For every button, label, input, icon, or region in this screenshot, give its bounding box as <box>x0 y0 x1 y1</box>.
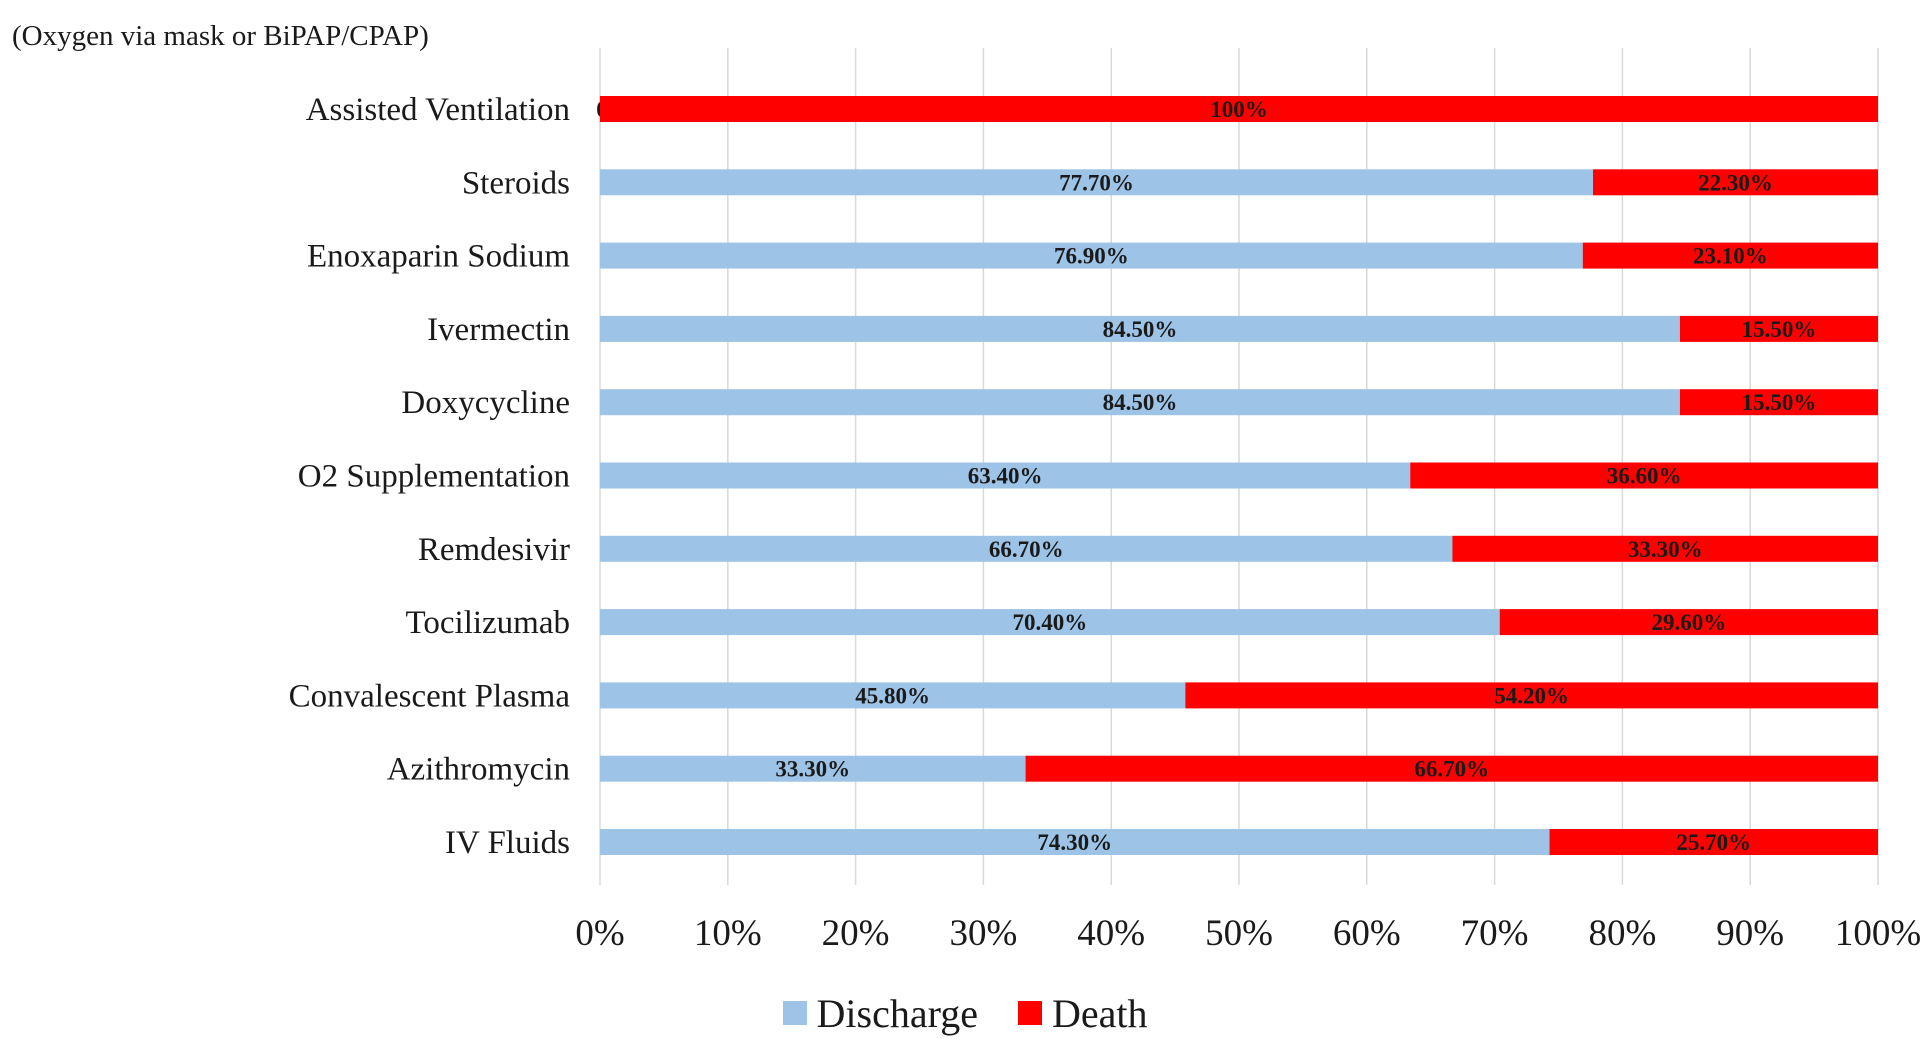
legend-swatch-discharge <box>782 1001 807 1025</box>
x-tick-label: 30% <box>949 913 1017 954</box>
data-label-discharge-ivermectin: 84.50% <box>1103 317 1178 342</box>
data-label-discharge-enoxaparin-sodium: 76.90% <box>1054 244 1129 269</box>
data-label-discharge-steroids: 77.70% <box>1059 170 1134 195</box>
x-tick-label: 60% <box>1333 913 1401 954</box>
data-label-death-steroids: 22.30% <box>1698 170 1773 195</box>
x-tick-label: 70% <box>1461 913 1529 954</box>
data-label-discharge-convalescent-plasma: 45.80% <box>855 683 930 708</box>
x-tick-labels: 0% 10% 20% 30% 40% 50% 60% 70% 80% 90% 100% <box>575 913 1921 954</box>
x-tick-label: 50% <box>1205 913 1273 954</box>
data-label-discharge-doxycycline: 84.50% <box>1103 390 1178 415</box>
bar-discharge-azithromycin <box>600 755 1026 782</box>
bar-death-convalescent-plasma <box>1185 682 1878 709</box>
category-label-iv-fluids: IV Fluids <box>445 825 570 861</box>
bar-discharge-o2-supplementation <box>600 462 1411 489</box>
legend-label-death: Death <box>1051 990 1148 1036</box>
bar-discharge-ivermectin <box>600 315 1680 342</box>
category-labels: Assisted Ventilation Steroids Enoxaparin S… <box>289 92 571 861</box>
category-label-remdesivir: Remdesivir <box>418 532 570 568</box>
bar-death-doxycycline <box>1679 389 1878 416</box>
x-tick-label: 10% <box>694 913 762 954</box>
bar-death-steroids <box>1593 169 1878 196</box>
category-label-azithromycin: Azithromycin <box>387 752 570 788</box>
x-tick-label: 100% <box>1835 913 1921 954</box>
bar-death-ivermectin <box>1679 315 1878 342</box>
x-tick-label: 90% <box>1716 913 1784 954</box>
bar-death-assisted-ventilation <box>600 96 1878 122</box>
data-label-discharge-o2-supplementation: 63.40% <box>968 464 1043 489</box>
legend-item-discharge: Discharge <box>782 990 978 1037</box>
legend-item-death: Death <box>1017 990 1148 1037</box>
data-label-death-remdesivir: 33.30% <box>1628 537 1703 562</box>
data-label-death-enoxaparin-sodium: 23.10% <box>1693 244 1768 269</box>
data-label-death-iv-fluids: 25.70% <box>1676 830 1751 855</box>
data-label-discharge-iv-fluids: 74.30% <box>1037 830 1112 855</box>
bar-discharge-iv-fluids <box>600 829 1550 855</box>
legend-swatch-death <box>1017 1001 1042 1025</box>
data-label-death-doxycycline: 15.50% <box>1742 390 1817 415</box>
category-label-o2-supplementation: O2 Supplementation <box>298 459 570 495</box>
bar-death-enoxaparin-sodium <box>1582 242 1878 269</box>
data-label-discharge-remdesivir: 66.70% <box>989 537 1064 562</box>
data-label-death-tocilizumab: 29.60% <box>1651 610 1726 635</box>
x-tick-label: 40% <box>1077 913 1145 954</box>
x-tick-label: 20% <box>822 913 890 954</box>
bar-discharge-tocilizumab <box>600 609 1500 636</box>
category-label-tocilizumab: Tocilizumab <box>406 605 570 641</box>
data-label-death-convalescent-plasma: 54.20% <box>1494 683 1569 708</box>
bar-death-o2-supplementation <box>1410 462 1878 489</box>
data-label-death-assisted-ventilation: 100% <box>1210 97 1268 122</box>
bar-death-iv-fluids <box>1549 829 1878 855</box>
bars: 0100%77.70%22.30%76.90%23.10%84.50%15.50… <box>596 96 1878 855</box>
bar-discharge-steroids <box>600 169 1594 196</box>
bar-discharge-enoxaparin-sodium <box>600 242 1583 269</box>
bar-death-azithromycin <box>1025 755 1878 782</box>
data-label-discharge-tocilizumab: 70.40% <box>1012 610 1087 635</box>
data-label-discharge-azithromycin: 33.30% <box>775 757 850 782</box>
bar-discharge-doxycycline <box>600 389 1680 416</box>
bar-discharge-convalescent-plasma <box>600 682 1186 709</box>
bar-death-tocilizumab <box>1499 609 1878 636</box>
data-label-death-o2-supplementation: 36.60% <box>1607 464 1682 489</box>
category-label-assisted-ventilation: Assisted Ventilation <box>306 92 570 128</box>
legend-label-discharge: Discharge <box>816 990 978 1036</box>
category-label-enoxaparin-sodium: Enoxaparin Sodium <box>307 239 570 275</box>
category-label-ivermectin: Ivermectin <box>427 312 570 348</box>
category-label-doxycycline: Doxycycline <box>401 385 570 421</box>
x-tick-label: 0% <box>575 913 624 954</box>
data-label-death-ivermectin: 15.50% <box>1742 317 1817 342</box>
data-label-death-azithromycin: 66.70% <box>1414 757 1489 782</box>
category-label-steroids: Steroids <box>462 165 570 201</box>
x-tick-label: 80% <box>1588 913 1656 954</box>
category-label-convalescent-plasma: Convalescent Plasma <box>289 678 571 714</box>
bar-discharge-remdesivir <box>600 535 1453 562</box>
chart-note: (Oxygen via mask or BiPAP/CPAP) <box>12 20 429 52</box>
bar-death-remdesivir <box>1452 535 1878 562</box>
legend: Discharge Death <box>0 990 1930 1036</box>
